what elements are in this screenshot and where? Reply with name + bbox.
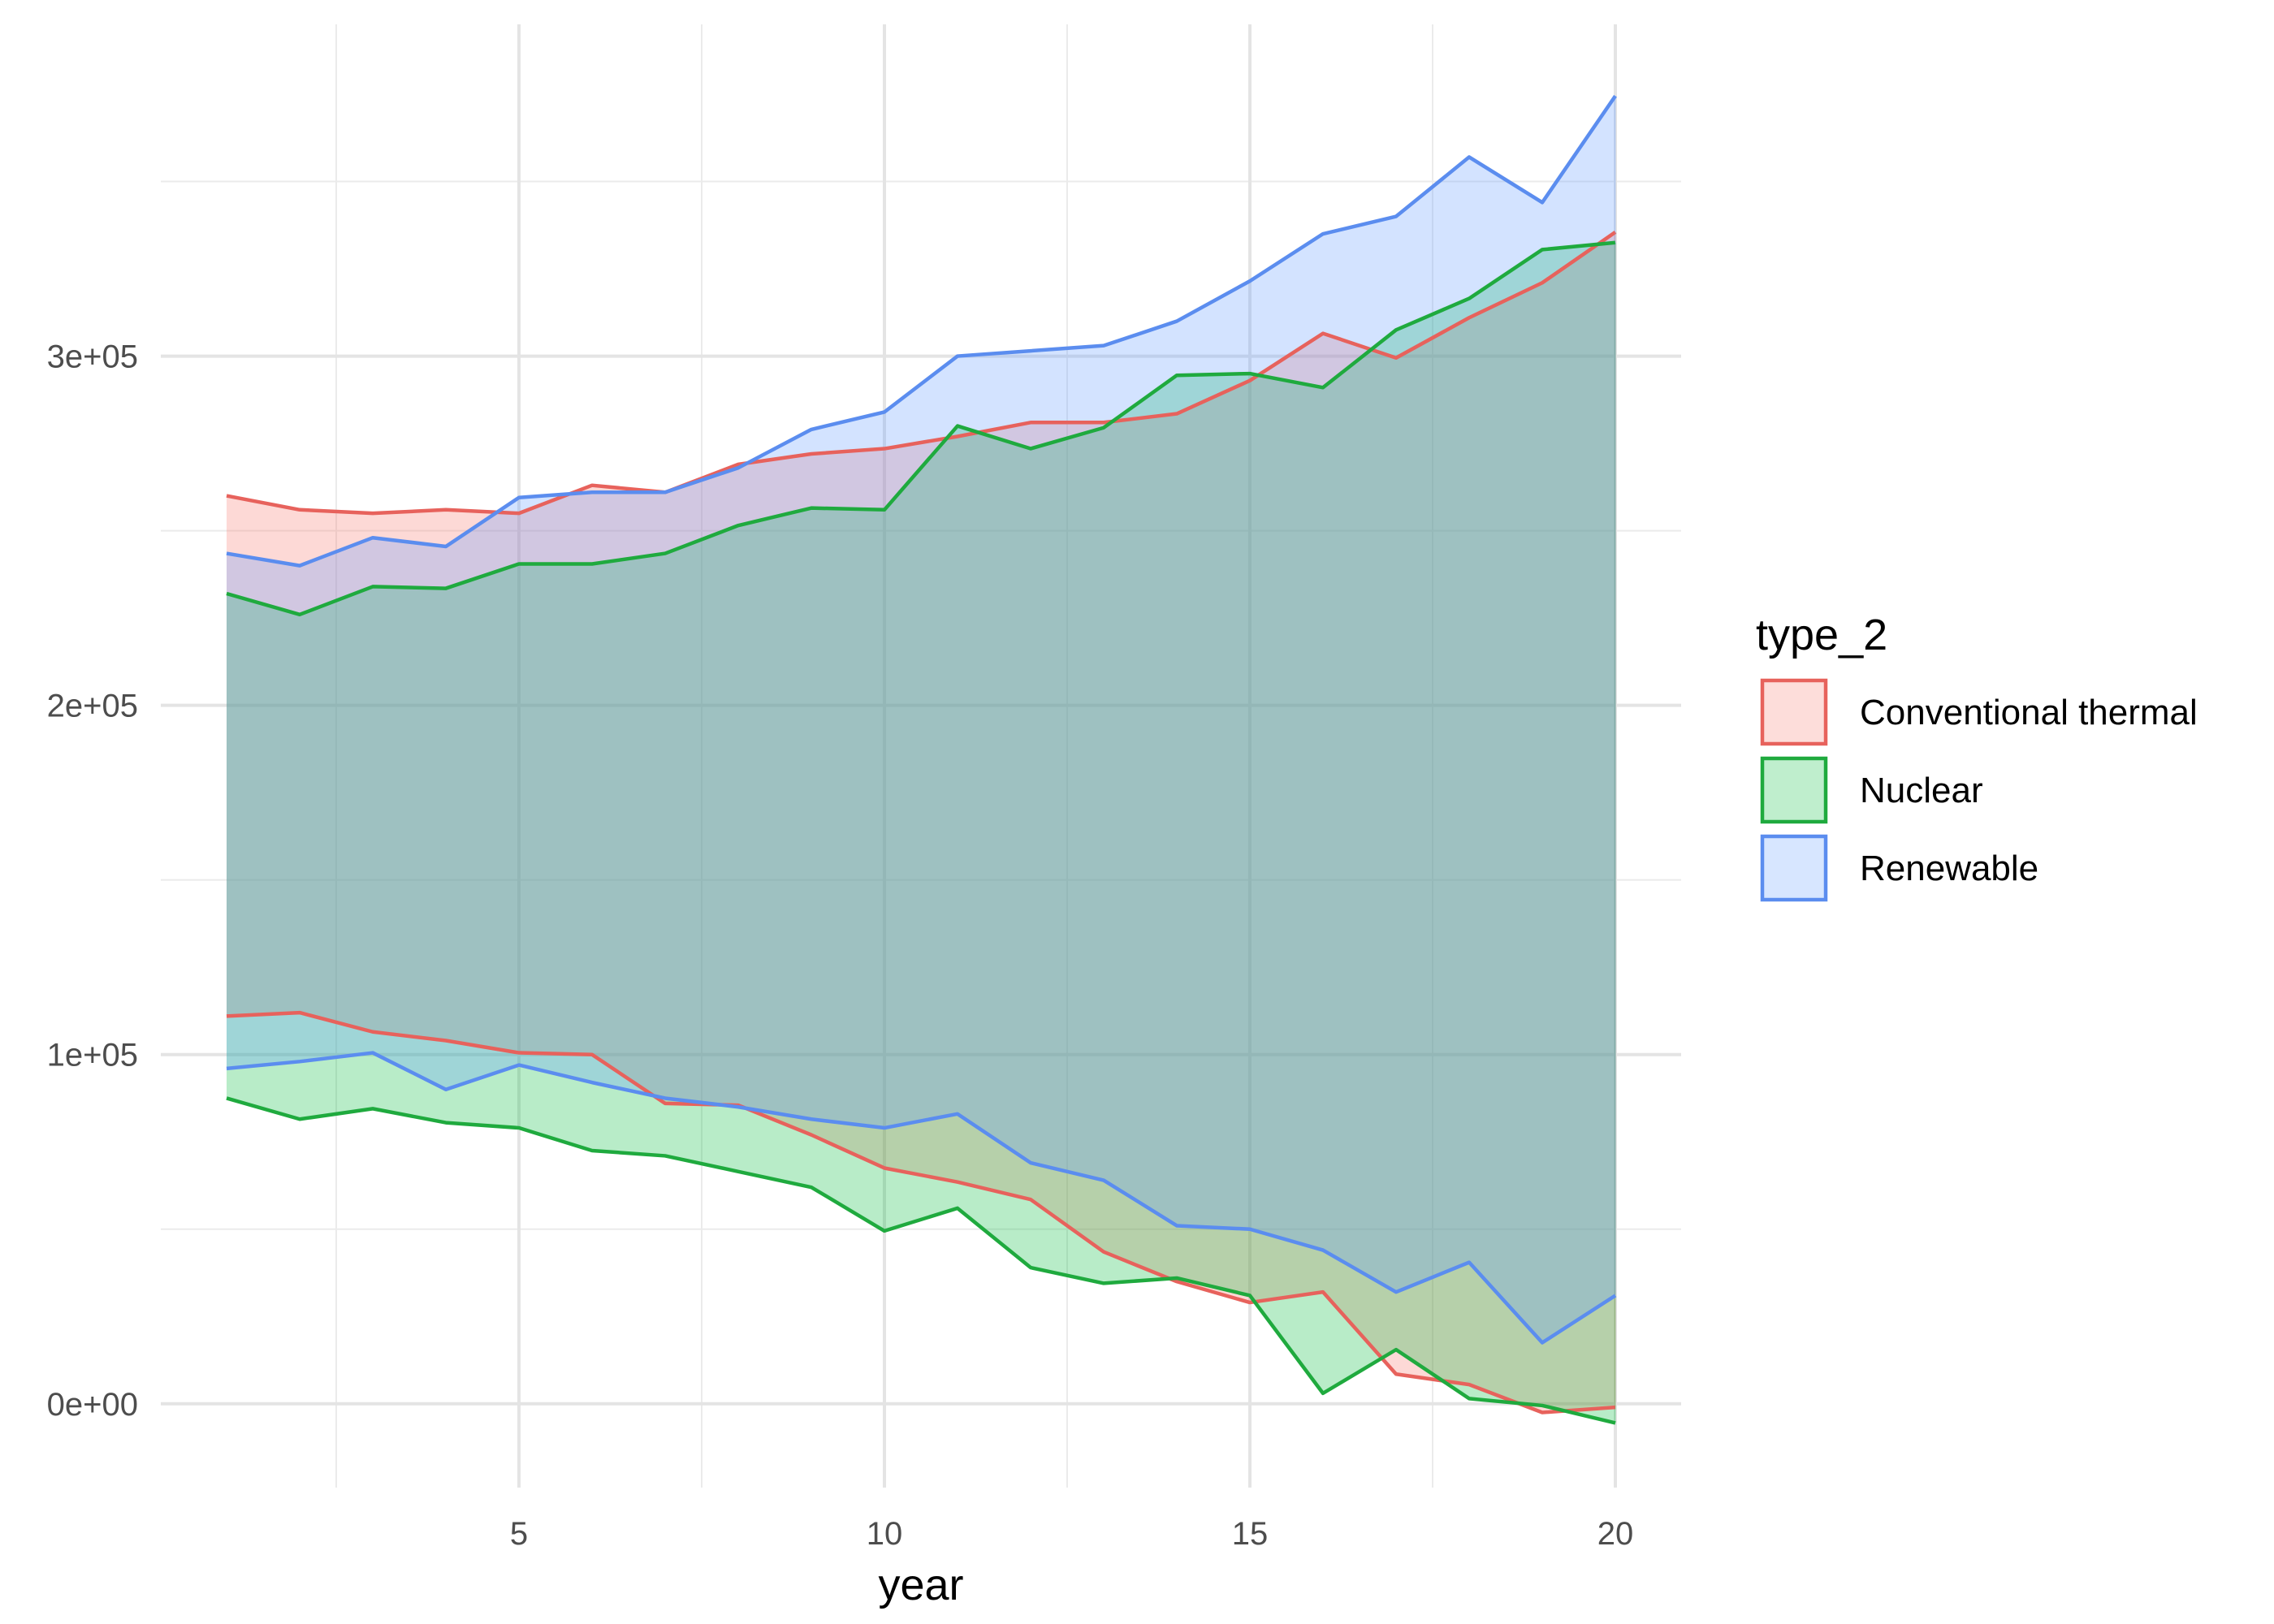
y-axis-tick-labels: 0e+00 1e+05 2e+05 3e+05: [47, 339, 138, 1423]
line-upper-nuclear: [226, 240, 1616, 617]
x-tick-label: 10: [867, 1516, 903, 1552]
legend-label-nuclear: Nuclear: [1860, 771, 1983, 810]
legend-key-conventional-thermal: [1760, 678, 1828, 746]
legend-key-bg-renewable: [1759, 833, 1829, 903]
legend-title: type_2: [1756, 611, 1887, 659]
legend-key-bg-nuclear: [1759, 755, 1829, 825]
line-lower-conventional-thermal: [226, 1010, 1616, 1415]
area-conventional-thermal: [227, 231, 1615, 1413]
x-axis-tick-labels: 5 10 15 20: [510, 1516, 1633, 1552]
y-tick-label: 2e+05: [47, 689, 138, 724]
legend-label-conventional-thermal: Conventional thermal: [1860, 693, 2198, 732]
legend: type_2 Conventional thermal Nuclear Renewa…: [1756, 611, 2198, 903]
legend-key-bg-conventional-thermal: [1759, 677, 1829, 747]
y-tick-label: 1e+05: [47, 1038, 138, 1073]
legend-label-renewable: Renewable: [1860, 849, 2038, 888]
grid-major: [161, 24, 1681, 1488]
area-nuclear: [227, 242, 1615, 1423]
y-tick-label: 3e+05: [47, 339, 138, 375]
series-areas: [227, 96, 1615, 1423]
legend-key-renewable: [1760, 834, 1828, 902]
line-upper-conventional-thermal: [226, 231, 1617, 516]
x-tick-label: 20: [1597, 1516, 1634, 1552]
x-tick-label: 5: [510, 1516, 528, 1552]
x-tick-label: 15: [1232, 1516, 1269, 1552]
series-lines: [226, 94, 1617, 1425]
line-lower-nuclear: [226, 1096, 1616, 1425]
line-lower-renewable: [226, 1051, 1617, 1345]
line-upper-renewable: [226, 94, 1617, 568]
grid-minor: [161, 24, 1681, 1488]
x-axis-title: year: [878, 1561, 963, 1609]
legend-key-nuclear: [1760, 756, 1828, 824]
y-tick-label: 0e+00: [47, 1387, 138, 1423]
legend-items: Conventional thermal Nuclear Renewable: [1759, 677, 2198, 903]
area-renewable: [227, 96, 1615, 1343]
